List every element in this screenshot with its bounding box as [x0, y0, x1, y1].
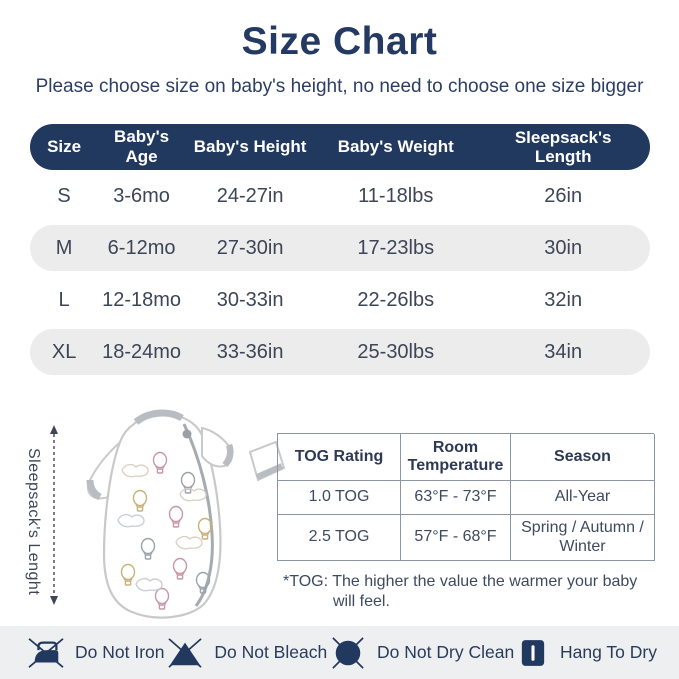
tog-cell-rating: 2.5 TOG — [278, 515, 401, 561]
tog-cell-season: All-Year — [511, 481, 655, 515]
cell-size: M — [55, 236, 73, 259]
care-item-do-not-dry-clean: Do Not Dry Clean — [328, 636, 514, 670]
length-measure-arrow-icon — [50, 425, 58, 605]
care-instructions-strip: Do Not Iron Do Not Bleach Do Not Dry Cle… — [0, 626, 679, 679]
tog-header-rating: TOG Rating — [278, 434, 401, 481]
do-not-bleach-icon — [168, 637, 202, 668]
header-cell-age: Baby's Age — [114, 127, 170, 166]
cell-height: 30-33in — [216, 288, 284, 311]
cell-weight: 17-23lbs — [357, 236, 435, 259]
cell-height: 33-36in — [216, 340, 284, 363]
tog-header-season: Season — [511, 434, 655, 481]
table-row-l: L 12-18mo 30-33in 22-26lbs 32in — [30, 274, 650, 326]
cell-age: 12-18mo — [102, 288, 182, 311]
table-row-s: S 3-6mo 24-27in 11-18lbs 26in — [30, 170, 650, 222]
cell-height: 27-30in — [216, 236, 284, 259]
cell-length: 30in — [544, 236, 583, 259]
header-cell-length: Sleepsack's Length — [514, 127, 612, 166]
cell-length: 32in — [544, 288, 583, 311]
do-not-iron-icon — [28, 637, 64, 668]
page-subtitle: Please choose size on baby's height, no … — [35, 76, 644, 97]
tog-cell-temperature: 63°F - 73°F — [401, 481, 511, 515]
cell-weight: 11-18lbs — [358, 184, 434, 207]
table-row-m: M 6-12mo 27-30in 17-23lbs 30in — [30, 225, 650, 271]
table-row-xl: XL 18-24mo 33-36in 25-30lbs 34in — [30, 329, 650, 375]
size-table: Size Baby's Age Baby's Height Baby's Wei… — [30, 124, 650, 378]
cell-size: S — [57, 184, 71, 207]
cell-weight: 25-30lbs — [357, 340, 435, 363]
header-cell-weight: Baby's Weight — [337, 137, 454, 156]
care-label: Hang To Dry — [560, 642, 657, 662]
cell-size: L — [58, 288, 70, 311]
sleepsack-illustration — [86, 409, 286, 619]
tog-cell-rating: 1.0 TOG — [278, 481, 401, 515]
tog-cell-temperature: 57°F - 68°F — [401, 515, 511, 561]
care-item-do-not-bleach: Do Not Bleach — [165, 636, 327, 670]
cell-age: 18-24mo — [102, 340, 182, 363]
care-item-do-not-iron: Do Not Iron — [26, 636, 164, 670]
cell-age: 6-12mo — [107, 236, 176, 259]
cell-weight: 22-26lbs — [357, 288, 435, 311]
header-cell-height: Baby's Height — [193, 137, 307, 156]
do-not-dry-clean-icon — [332, 636, 364, 669]
page-title: Size Chart — [241, 20, 438, 63]
hang-to-dry-icon — [521, 639, 545, 666]
tog-cell-season: Spring / Autumn / Winter — [511, 515, 655, 561]
cell-age: 3-6mo — [113, 184, 170, 207]
cell-size: XL — [51, 340, 77, 363]
care-item-hang-to-dry: Hang To Dry — [515, 636, 657, 670]
header-cell-size: Size — [47, 137, 82, 156]
care-label: Do Not Bleach — [214, 642, 328, 662]
cell-length: 26in — [544, 184, 583, 207]
tog-note: *TOG: The higher the value the warmer yo… — [283, 573, 638, 610]
cell-height: 24-27in — [216, 184, 284, 207]
tog-table: TOG Rating Room Temperature Season 1.0 T… — [277, 433, 655, 561]
care-label: Do Not Iron — [75, 642, 165, 662]
care-label: Do Not Dry Clean — [377, 642, 515, 662]
tog-header-temperature: Room Temperature — [401, 434, 511, 481]
cell-length: 34in — [544, 340, 583, 363]
sleepsack-length-label: Sleepsack's Lenght — [25, 448, 42, 596]
size-table-header-row: Size Baby's Age Baby's Height Baby's Wei… — [30, 124, 650, 170]
